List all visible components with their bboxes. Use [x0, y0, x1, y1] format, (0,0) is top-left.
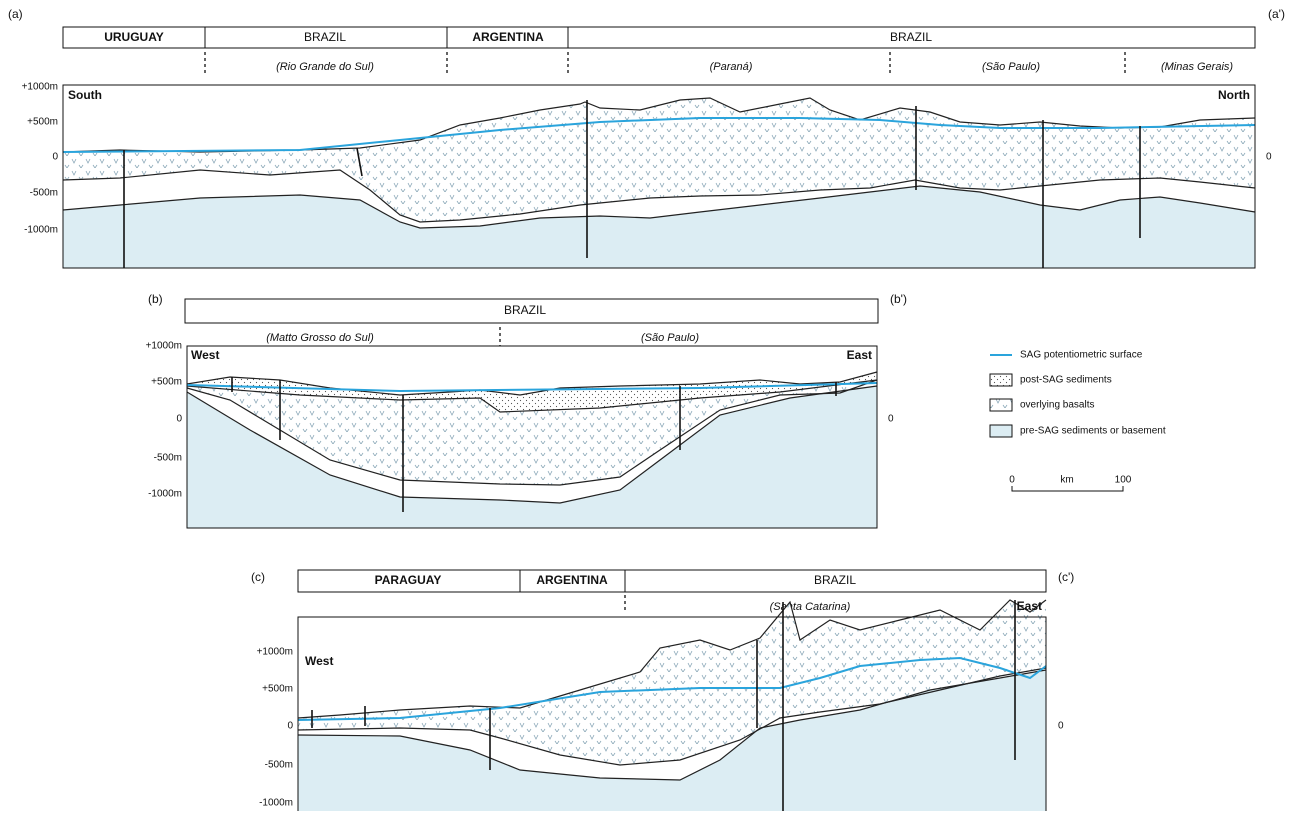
axis-label: 0 — [1266, 152, 1272, 163]
legend-text: SAG potentiometric surface — [1020, 350, 1143, 361]
legend-text: overlying basalts — [1020, 400, 1094, 411]
legend: SAG potentiometric surface post-SAG sedi… — [990, 350, 1166, 491]
axis-label: 0 — [287, 721, 293, 732]
region: (Matto Grosso do Sul) — [266, 332, 374, 344]
section-label: (b') — [890, 292, 907, 306]
legend-swatch — [990, 425, 1012, 437]
legend-swatch — [990, 374, 1012, 386]
axis-label: 0 — [1058, 721, 1064, 732]
country-bar — [63, 27, 1255, 48]
section-label: (a) — [8, 7, 23, 21]
country: BRAZIL — [504, 303, 546, 317]
country: ARGENTINA — [472, 30, 544, 44]
axis-label: +500m — [262, 684, 293, 695]
legend-text: post-SAG sediments — [1020, 375, 1112, 386]
profile — [298, 600, 1046, 811]
region: (Rio Grande do Sul) — [276, 61, 374, 73]
axis-label: +1000m — [22, 82, 58, 93]
region: (Paraná) — [710, 61, 753, 73]
cross-sections: (a) (a') URUGUAY BRAZIL ARGENTINA BRAZIL… — [0, 0, 1303, 811]
country: URUGUAY — [104, 30, 164, 44]
axis-label: 0 — [888, 414, 894, 425]
direction: West — [305, 654, 333, 668]
section-label: (a') — [1268, 7, 1285, 21]
country: BRAZIL — [890, 30, 932, 44]
axis-label: -1000m — [259, 798, 293, 809]
country: BRAZIL — [304, 30, 346, 44]
country: ARGENTINA — [536, 573, 608, 587]
section-b: (b) (b') BRAZIL (Matto Grosso do Sul) (S… — [146, 292, 907, 528]
profile — [187, 346, 877, 528]
legend-text: pre-SAG sediments or basement — [1020, 426, 1166, 437]
direction: East — [847, 348, 872, 362]
section-label: (b) — [148, 292, 163, 306]
direction: East — [1017, 599, 1042, 613]
axis-label: +1000m — [146, 341, 182, 352]
direction: South — [68, 88, 102, 102]
direction: North — [1218, 88, 1250, 102]
scale-text: 0 — [1009, 475, 1015, 486]
axis-label: -1000m — [24, 225, 58, 236]
section-label: (c') — [1058, 570, 1074, 584]
scale-bar — [1012, 486, 1123, 491]
scale-text: 100 — [1115, 475, 1132, 486]
region: (São Paulo) — [641, 332, 699, 344]
section-label: (c) — [251, 570, 265, 584]
axis-label: +500m — [27, 117, 58, 128]
axis-label: 0 — [52, 152, 58, 163]
section-c: (c) (c') PARAGUAY ARGENTINA BRAZIL (Sant… — [251, 570, 1074, 811]
region: (São Paulo) — [982, 61, 1040, 73]
region: (Minas Gerais) — [1161, 61, 1233, 73]
profile — [63, 85, 1255, 268]
section-a: (a) (a') URUGUAY BRAZIL ARGENTINA BRAZIL… — [8, 7, 1285, 268]
axis-label: -500m — [265, 760, 293, 771]
axis-label: 0 — [176, 414, 182, 425]
scale-text: km — [1060, 475, 1073, 486]
axis-label: +1000m — [257, 647, 293, 658]
axis-label: -1000m — [148, 489, 182, 500]
legend-swatch — [990, 399, 1012, 411]
country: PARAGUAY — [375, 573, 442, 587]
direction: West — [191, 348, 219, 362]
axis-label: -500m — [154, 453, 182, 464]
country: BRAZIL — [814, 573, 856, 587]
axis-label: -500m — [30, 188, 58, 199]
axis-label: +500m — [151, 377, 182, 388]
